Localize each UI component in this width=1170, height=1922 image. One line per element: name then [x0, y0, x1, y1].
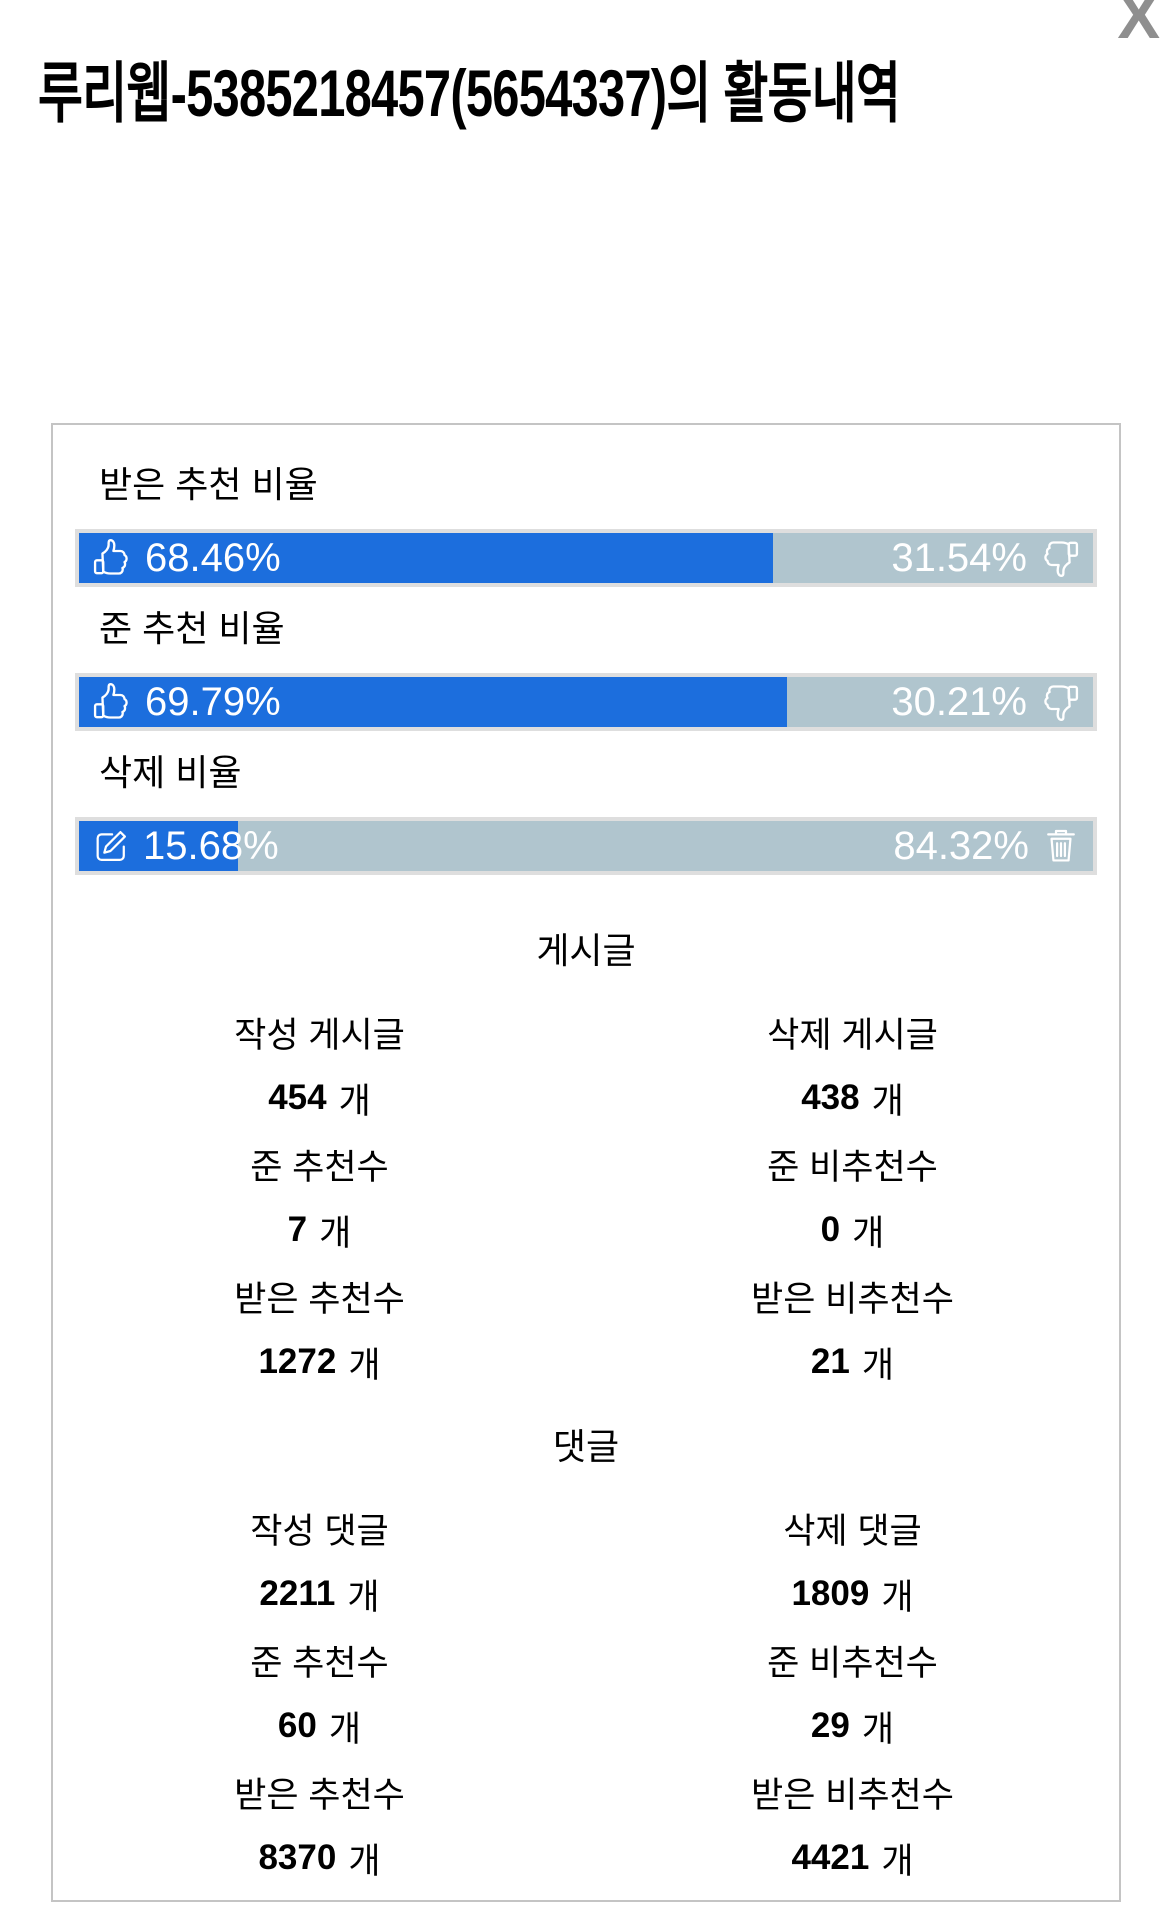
received-ratio-fill: [79, 533, 774, 583]
stat-label: 받은 추천수: [234, 1279, 405, 1319]
stat-value: 21 개: [810, 1342, 895, 1385]
received-ratio-right-pct: 31.54%: [891, 535, 1027, 580]
comments-section: 댓글 작성 댓글 삭제 댓글 2211 개 1809 개 준 추천수 준 비추천수 …: [53, 1425, 1119, 1891]
stat-value: 1272 개: [258, 1342, 381, 1385]
stat-value: 1809 개: [791, 1574, 914, 1617]
given-ratio-fill: [79, 677, 787, 727]
activity-panel: 받은 추천 비율 68.46% 31.54%: [51, 423, 1121, 1902]
stat-label: 준 비추천수: [767, 1147, 938, 1187]
given-ratio-group: 준 추천 비율 69.79% 30.21%: [53, 607, 1119, 731]
page-title: 루리웹-5385218457(5654337)의 활동내역: [38, 56, 901, 131]
received-ratio-overlay: 68.46% 31.54%: [79, 533, 1093, 583]
received-ratio-left-pct: 68.46%: [145, 535, 281, 580]
stat-label: 삭제 댓글: [783, 1511, 922, 1551]
edit-icon: [96, 831, 126, 861]
delete-ratio-left: 15.68%: [91, 824, 279, 869]
stat-value: 438 개: [801, 1078, 904, 1121]
given-ratio-right-pct: 30.21%: [891, 679, 1027, 724]
stat-value: 60 개: [277, 1706, 362, 1749]
given-ratio-left-pct: 69.79%: [145, 679, 281, 724]
stat-value: 2211 개: [259, 1574, 380, 1617]
thumbs-down-icon: [1044, 685, 1079, 722]
delete-ratio-right-pct: 84.32%: [893, 823, 1029, 868]
delete-ratio-overlay: 15.68% 84.32%: [79, 821, 1093, 871]
stat-value: 8370 개: [258, 1838, 381, 1881]
thumbs-up-icon: [93, 682, 128, 719]
comments-section-title: 댓글: [552, 1426, 620, 1467]
stat-label: 삭제 게시글: [767, 1015, 938, 1055]
delete-ratio-bar: 15.68% 84.32%: [75, 817, 1097, 875]
stat-label: 받은 비추천수: [751, 1775, 954, 1815]
posts-section: 게시글 작성 게시글 삭제 게시글 454 개 438 개 준 추천수 준 비추천수…: [53, 929, 1119, 1395]
stat-value: 29 개: [810, 1706, 895, 1749]
given-ratio-overlay: 69.79% 30.21%: [79, 677, 1093, 727]
received-ratio-label: 받은 추천 비율: [99, 464, 318, 505]
stat-value: 454 개: [268, 1078, 371, 1121]
given-ratio-right: 30.21%: [891, 680, 1081, 725]
received-ratio-bar: 68.46% 31.54%: [75, 529, 1097, 587]
thumbs-up-icon: [93, 538, 128, 575]
given-ratio-left: 69.79%: [91, 680, 281, 725]
stat-value: 4421 개: [791, 1838, 914, 1881]
trash-icon: [1047, 829, 1075, 862]
given-ratio-label: 준 추천 비율: [99, 608, 285, 649]
stat-label: 준 비추천수: [767, 1643, 938, 1683]
posts-section-title: 게시글: [536, 930, 636, 971]
stat-label: 작성 게시글: [234, 1015, 405, 1055]
given-ratio-bar: 69.79% 30.21%: [75, 673, 1097, 731]
stat-label: 받은 추천수: [234, 1775, 405, 1815]
stat-label: 받은 비추천수: [751, 1279, 954, 1319]
stat-label: 작성 댓글: [250, 1511, 389, 1551]
comments-stats-grid: 작성 댓글 삭제 댓글 2211 개 1809 개 준 추천수 준 비추천수 60 개…: [53, 1495, 1119, 1891]
stat-label: 준 추천수: [250, 1147, 389, 1187]
thumbs-down-icon: [1044, 541, 1079, 578]
received-ratio-left: 68.46%: [91, 536, 281, 581]
delete-ratio-group: 삭제 비율 15.68% 84.32%: [53, 751, 1119, 875]
delete-ratio-left-pct: 15.68%: [143, 823, 279, 868]
received-ratio-group: 받은 추천 비율 68.46% 31.54%: [53, 463, 1119, 587]
close-button[interactable]: X: [1117, 0, 1160, 52]
stat-label: 준 추천수: [250, 1643, 389, 1683]
received-ratio-right: 31.54%: [891, 536, 1081, 581]
delete-ratio-right: 84.32%: [893, 824, 1081, 869]
delete-ratio-label: 삭제 비율: [99, 752, 242, 793]
